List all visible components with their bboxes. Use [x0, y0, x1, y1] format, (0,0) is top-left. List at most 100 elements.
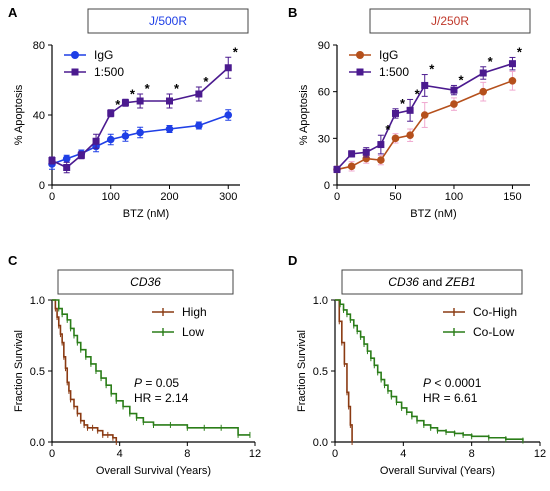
x-axis-label-A: BTZ (nM): [123, 208, 169, 220]
y-tick-label-A: 0: [39, 180, 45, 192]
legend-label-A-igg: IgG: [94, 48, 113, 62]
panel-label-c: C: [8, 253, 18, 268]
data-point-A-1-500: [136, 97, 144, 105]
data-point-B-igg: [420, 111, 429, 119]
title-box-D: [341, 269, 523, 295]
chart-title-part: ZEB1: [442, 275, 475, 289]
legend-label-A-1-500: 1:500: [94, 65, 124, 79]
y-tick-label-B: 0: [324, 180, 330, 192]
data-point-B-igg: [406, 131, 414, 140]
legend-marker-B-1-500: [356, 68, 364, 76]
data-point-B-igg: [508, 76, 517, 85]
significance-mark-B: *: [385, 122, 391, 137]
significance-mark-A: *: [145, 81, 151, 96]
x-tick-label-D: 0: [332, 448, 338, 460]
y-tick-label-D: 0.5: [313, 366, 328, 378]
data-point-A-1-500: [63, 164, 71, 171]
x-tick-label-C: 4: [117, 448, 123, 460]
legend-label-D-co-low: Co-Low: [473, 325, 515, 339]
stat-annotation-C: HR = 2.14: [134, 391, 189, 405]
data-point-A-igg: [62, 154, 71, 163]
y-tick-label-D: 0.0: [313, 437, 328, 449]
chart-title-D: CD36 and ZEB1: [388, 275, 475, 289]
x-tick-label-D: 12: [534, 448, 546, 460]
x-tick-label-B: 100: [445, 191, 463, 203]
data-point-B-1-500: [479, 69, 487, 77]
data-point-A-1-500: [224, 64, 232, 72]
x-tick-label-D: 4: [400, 448, 406, 460]
survival-curve-D-co-high: [335, 299, 353, 442]
y-tick-label-B: 90: [318, 40, 330, 52]
significance-mark-B: *: [488, 54, 494, 69]
data-point-B-1-500: [377, 141, 385, 149]
panel-label-a: A: [8, 5, 18, 20]
x-tick-label-A: 200: [160, 191, 178, 203]
stat-p-symbol: P: [423, 376, 431, 390]
x-tick-label-A: 100: [102, 191, 120, 203]
significance-mark-A: *: [174, 81, 180, 96]
x-axis-label-D: Overall Survival (Years): [380, 465, 495, 477]
significance-mark-A: *: [203, 74, 209, 89]
significance-mark-A: *: [130, 86, 136, 101]
chart-title-part: CD36: [388, 275, 419, 289]
legend-label-C-high: High: [182, 305, 207, 319]
stat-p-symbol: P: [134, 376, 142, 390]
data-point-A-1-500: [195, 90, 203, 98]
series-line-A-1-500: [51, 67, 229, 169]
x-tick-label-B: 150: [503, 191, 521, 203]
data-point-A-igg: [106, 135, 115, 144]
legend-marker-B-igg: [356, 51, 364, 59]
data-point-A-1-500: [48, 157, 56, 164]
data-point-B-igg: [391, 134, 400, 143]
data-point-A-1-500: [121, 99, 129, 107]
significance-mark-A: *: [115, 97, 121, 112]
x-tick-label-A: 0: [49, 191, 55, 203]
data-point-B-igg: [479, 87, 488, 96]
chart-title-part: and: [419, 275, 442, 289]
y-axis-label-D: Fraction Survival: [296, 330, 308, 412]
data-point-A-1-500: [107, 109, 115, 117]
x-tick-label-B: 0: [334, 191, 340, 203]
stat-p-value: = 0.05: [142, 376, 179, 390]
data-point-B-igg: [450, 100, 458, 108]
chart-title-C: CD36: [130, 275, 161, 289]
y-axis-label-B: % Apoptosis: [298, 84, 310, 145]
legend-label-C-low: Low: [182, 325, 204, 339]
stat-annotation-D: HR = 6.61: [423, 391, 478, 405]
stat-p-value: < 0.0001: [431, 376, 482, 390]
data-point-A-1-500: [77, 151, 85, 159]
data-point-B-1-500: [421, 81, 429, 89]
y-tick-label-C: 0.5: [30, 366, 45, 378]
title-box-B: [369, 8, 531, 34]
x-tick-label-B: 50: [389, 191, 401, 203]
x-tick-label-D: 8: [469, 448, 475, 460]
legend-label-B-igg: IgG: [379, 48, 398, 62]
data-point-B-1-500: [333, 165, 341, 173]
data-point-A-igg: [136, 128, 144, 137]
y-tick-label-B: 60: [318, 87, 330, 99]
stat-annotation-D: P < 0.0001: [423, 376, 482, 390]
chart-title-part: CD36: [130, 275, 161, 289]
stat-annotation-C: P = 0.05: [134, 376, 179, 390]
data-point-A-igg: [165, 125, 174, 133]
data-point-B-1-500: [391, 109, 399, 117]
legend-label-B-1-500: 1:500: [379, 65, 409, 79]
y-tick-label-D: 1.0: [313, 295, 328, 307]
y-tick-label-A: 80: [33, 40, 45, 52]
y-tick-label-B: 30: [318, 133, 330, 145]
y-tick-label-A: 40: [33, 110, 45, 122]
chart-title-B: J/250R: [431, 14, 469, 28]
data-point-A-1-500: [92, 137, 100, 145]
data-point-A-igg: [195, 121, 203, 130]
significance-mark-B: *: [400, 96, 406, 111]
x-tick-label-A: 300: [219, 191, 237, 203]
x-tick-label-C: 12: [249, 448, 261, 460]
data-point-A-igg: [121, 132, 130, 140]
y-tick-label-C: 1.0: [30, 295, 45, 307]
data-point-B-igg: [377, 156, 385, 164]
y-axis-label-A: % Apoptosis: [13, 84, 25, 145]
legend-marker-A-igg: [71, 51, 79, 59]
x-axis-label-B: BTZ (nM): [410, 208, 456, 220]
